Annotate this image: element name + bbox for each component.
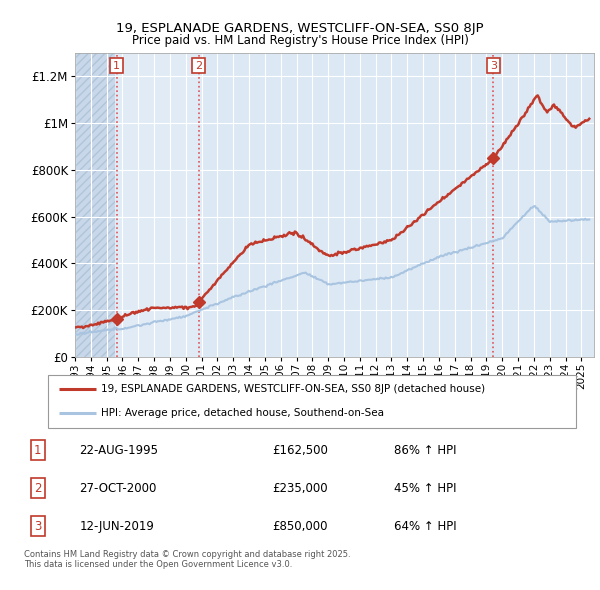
Text: £235,000: £235,000 bbox=[272, 481, 328, 495]
Text: 2: 2 bbox=[34, 481, 41, 495]
Text: 3: 3 bbox=[490, 61, 497, 71]
Text: HPI: Average price, detached house, Southend-on-Sea: HPI: Average price, detached house, Sout… bbox=[101, 408, 384, 418]
Text: 3: 3 bbox=[34, 520, 41, 533]
Text: £850,000: £850,000 bbox=[272, 520, 328, 533]
Text: £162,500: £162,500 bbox=[272, 444, 328, 457]
Text: 1: 1 bbox=[34, 444, 41, 457]
Text: 19, ESPLANADE GARDENS, WESTCLIFF-ON-SEA, SS0 8JP: 19, ESPLANADE GARDENS, WESTCLIFF-ON-SEA,… bbox=[116, 22, 484, 35]
Text: 22-AUG-1995: 22-AUG-1995 bbox=[79, 444, 158, 457]
Text: 12-JUN-2019: 12-JUN-2019 bbox=[79, 520, 154, 533]
Text: 45% ↑ HPI: 45% ↑ HPI bbox=[394, 481, 457, 495]
Text: 1: 1 bbox=[113, 61, 120, 71]
Text: 2: 2 bbox=[195, 61, 202, 71]
Text: 64% ↑ HPI: 64% ↑ HPI bbox=[394, 520, 457, 533]
Text: Price paid vs. HM Land Registry's House Price Index (HPI): Price paid vs. HM Land Registry's House … bbox=[131, 34, 469, 47]
Text: 86% ↑ HPI: 86% ↑ HPI bbox=[394, 444, 457, 457]
Text: Contains HM Land Registry data © Crown copyright and database right 2025.
This d: Contains HM Land Registry data © Crown c… bbox=[24, 550, 350, 569]
Text: 27-OCT-2000: 27-OCT-2000 bbox=[79, 481, 157, 495]
Text: 19, ESPLANADE GARDENS, WESTCLIFF-ON-SEA, SS0 8JP (detached house): 19, ESPLANADE GARDENS, WESTCLIFF-ON-SEA,… bbox=[101, 384, 485, 394]
